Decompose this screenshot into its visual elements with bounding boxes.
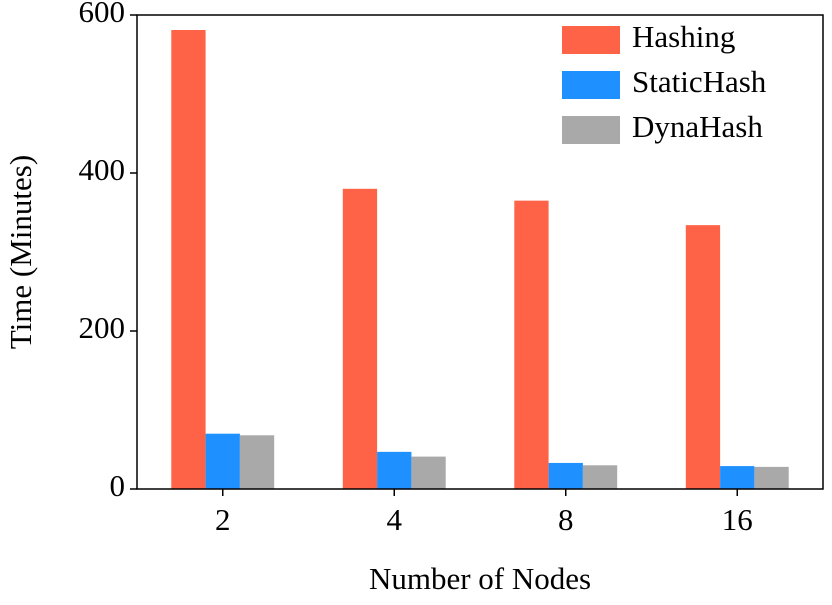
bar bbox=[377, 451, 412, 489]
y-tick-label: 600 bbox=[79, 0, 126, 29]
x-axis-label: Number of Nodes bbox=[369, 561, 591, 596]
y-tick-label: 0 bbox=[110, 468, 126, 503]
bar bbox=[239, 435, 275, 489]
bar bbox=[754, 466, 789, 489]
y-tick-label: 200 bbox=[79, 310, 126, 345]
bar bbox=[205, 433, 240, 489]
y-tick-label: 400 bbox=[79, 152, 126, 187]
plot-frame bbox=[136, 14, 824, 490]
bar bbox=[548, 462, 583, 489]
x-tick-label: 16 bbox=[722, 502, 753, 537]
legend-swatch bbox=[562, 71, 620, 99]
x-tick-label: 2 bbox=[215, 502, 231, 537]
bar bbox=[342, 188, 378, 490]
y-axis-label: Time (Minutes) bbox=[3, 155, 38, 349]
legend-swatch bbox=[562, 116, 620, 144]
bar bbox=[685, 225, 721, 489]
x-tick-label: 8 bbox=[558, 502, 574, 537]
x-tick-label: 4 bbox=[387, 502, 403, 537]
bar bbox=[582, 465, 618, 489]
legend-swatch bbox=[562, 26, 620, 54]
bar bbox=[411, 456, 446, 489]
legend-label: StaticHash bbox=[632, 64, 767, 99]
bar bbox=[720, 466, 755, 489]
bar bbox=[171, 30, 206, 489]
bar bbox=[514, 200, 549, 489]
legend-label: Hashing bbox=[632, 19, 735, 54]
legend-label: DynaHash bbox=[632, 109, 763, 144]
